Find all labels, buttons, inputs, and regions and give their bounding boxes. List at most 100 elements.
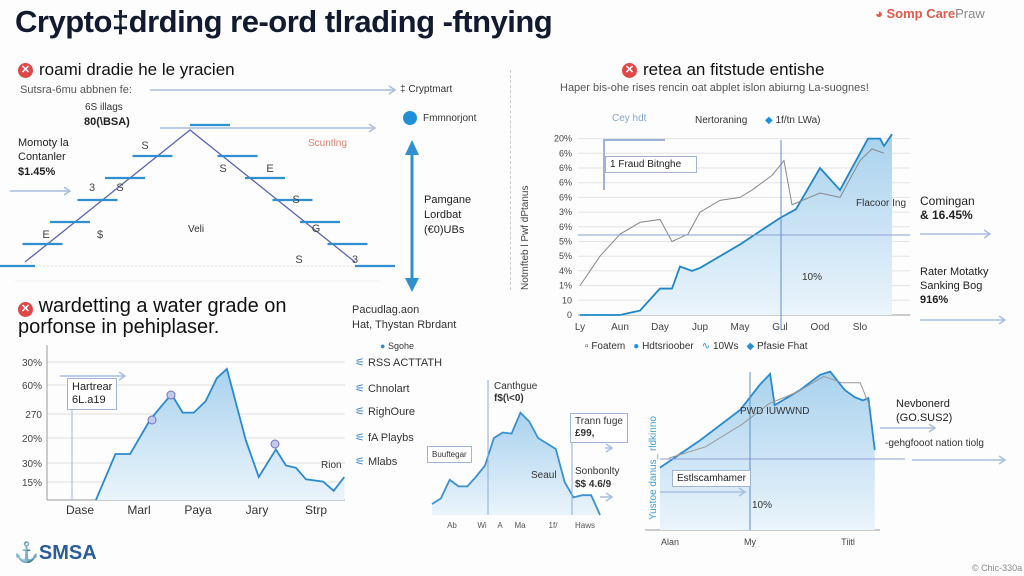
legend-item: ⚟ RighOure	[355, 405, 415, 418]
chart2-ytick: 6%	[559, 148, 572, 158]
chart5-right-note: -gehgfooot nation tiolg	[885, 438, 984, 449]
chart3-marker	[270, 439, 280, 449]
chart2-xtick: Gul	[772, 322, 788, 333]
right-annotation-1: Comingan & 16.45%	[920, 194, 975, 222]
step-label: E	[42, 229, 49, 241]
right-arrow-2-head	[998, 315, 1007, 325]
chart4-inner: Seaul	[531, 470, 557, 481]
legend-item-label: 10Ws	[712, 341, 739, 352]
chart4-xtick: A	[497, 521, 503, 530]
chart2-ytick: 0	[567, 310, 572, 320]
step-label: G	[312, 223, 321, 235]
chart5-series-blue-area	[660, 371, 875, 530]
section1-left-label: Momoty la	[18, 137, 69, 149]
step-label: $	[97, 229, 103, 241]
section1-range-label: Pamgane Lordbat (€0)UBs	[424, 193, 471, 238]
chart3-ytick: 30%	[22, 459, 42, 470]
chart4-arrow2-head	[605, 492, 614, 502]
legend-item: ⚟ fA Playbs	[355, 431, 414, 444]
chart3-xtick: Strp	[305, 503, 327, 517]
chart5-pct: 10%	[752, 500, 773, 511]
chart4-right: Sonbonlty $$ 4.6/9	[575, 465, 619, 491]
legend-title: Pacudlag.aon Hat, Thystan Rbrdant	[352, 303, 456, 333]
chart4-arrow-head	[605, 443, 614, 453]
chart4-series-area	[432, 412, 600, 515]
section3-heading-line2: porfonse in pehiplaser.	[18, 316, 220, 338]
section1-subtitle: Sutsra-6mu abbnen fe:	[20, 84, 132, 96]
chart4-xtick: 1f/	[549, 521, 559, 530]
section1-left-value: $1.45%	[18, 166, 56, 178]
label: Canthgue	[494, 381, 538, 392]
section1-note-value: 80(\BSA)	[84, 116, 130, 128]
chart5-series-gray-line	[668, 375, 870, 459]
chart2-xtick: Day	[651, 322, 669, 333]
chart4-box2: Trann fuge £99,	[570, 413, 628, 443]
step-label: S	[116, 182, 123, 194]
chart2-ytick: 10	[562, 295, 572, 305]
section1-heading: ✕ roami dradie he le yracien	[18, 60, 235, 80]
diamond-icon: ◆	[765, 115, 776, 126]
callout-value: 6L.a19	[72, 394, 106, 406]
chart5-right: Nevbonerd (GO.SUS2)	[896, 397, 952, 425]
legend-series-blue: ◆ 1f/tn LWa)	[765, 115, 820, 126]
legend-item-label: Chnolart	[367, 383, 410, 395]
legend-item-label: Sgohe	[387, 341, 414, 351]
right-2-value: 916%	[920, 294, 949, 306]
legend-item-label: fA Playbs	[367, 432, 414, 444]
y-axis-title: Notmfteb l Pwf dPtanus	[520, 185, 531, 291]
inner-label: Flacoor Ing	[856, 198, 907, 209]
legend-item: ∿ 10Ws	[702, 341, 739, 352]
chart2-ytick: 1%	[559, 281, 572, 291]
chart2-ytick: 20%	[554, 134, 572, 144]
chart2-series-gray-line	[579, 148, 885, 286]
legend-series-blue-label: 1f/tn LWa)	[775, 115, 821, 126]
wave-icon: ∿	[701, 341, 711, 352]
section1-note-top: 6S illags	[85, 102, 123, 113]
legend-item: ⚟ Mlabs	[355, 455, 397, 468]
legend-item: ● Hdtsrioober	[633, 341, 694, 352]
section1-orange-label: Scuntlng	[308, 138, 347, 149]
dot-icon: ●	[633, 341, 640, 352]
section1-legend-dot: Fmmnorjont	[403, 111, 476, 125]
chart5-series-blue-line	[659, 370, 876, 469]
range-label-2: Lordbat	[424, 209, 462, 221]
section1-heading-text: roami dradie he le yracien	[39, 60, 235, 79]
chart3-ytick: 30%	[22, 358, 42, 369]
range-arrow-up	[405, 140, 419, 155]
callout-top: Cey hdt	[612, 113, 647, 124]
chart2-ytick: 5%	[559, 237, 572, 247]
chart4-xtick: Ab	[447, 521, 457, 530]
page-title: Crypto‡drding re‑ord tlrading -ftnying	[15, 4, 553, 39]
chart5-arrow-right2-head	[928, 423, 937, 433]
chart2-xtick: Ood	[811, 322, 830, 333]
chart4-label-top: Canthgue f$(\<0)	[494, 381, 537, 405]
legend-item-label: Pfasie Fhat	[756, 341, 808, 352]
right-1-value: & 16.45%	[920, 208, 973, 222]
chart2-ytick: 3%	[559, 207, 572, 217]
chart2-xtick: Slo	[853, 322, 868, 333]
check-icon: ⚟	[355, 406, 365, 418]
range-label-3: (€0)UBs	[424, 224, 465, 236]
chart3-callout-arrow-head	[118, 371, 127, 381]
right-annotation-2: Rater Motatky Sanking Bog 916%	[920, 265, 988, 307]
chart2-xtick: May	[731, 322, 750, 333]
chart4-xtick: Ma	[514, 521, 526, 530]
right-2-label2: Sanking Bog	[920, 280, 983, 292]
section3-side-label: Rion	[321, 460, 342, 471]
chart1-arrow-sub-head	[388, 85, 397, 95]
legend-item-label: RSS ACTTATH	[367, 357, 443, 369]
chart3-series-area	[95, 368, 345, 500]
section1-center-label: Veli	[188, 224, 205, 235]
chart3-ytick: 20%	[22, 434, 42, 445]
label: Sonbonlty	[575, 466, 620, 477]
legend-item-label: Foatem	[591, 341, 626, 352]
step-label: S	[295, 254, 302, 266]
filter-icon: ⚟	[355, 383, 365, 395]
chart3-xtick: Dase	[66, 503, 94, 517]
chart5-arrow-left-head	[738, 487, 747, 497]
alert-icon: ✕	[18, 62, 33, 78]
range-arrow-down	[405, 278, 419, 292]
diamond-icon: ◆	[746, 341, 755, 352]
kite-icon: ⚟	[355, 357, 365, 369]
